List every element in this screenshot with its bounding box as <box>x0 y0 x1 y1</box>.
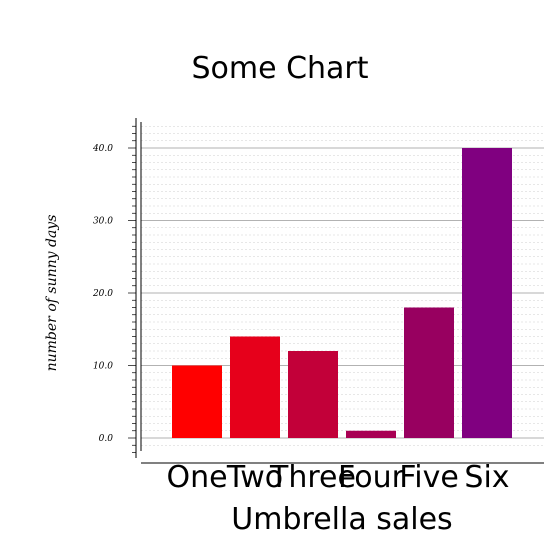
x-axis-label: Umbrella sales <box>231 502 452 537</box>
x-tick-label: Five <box>399 460 459 495</box>
bar-six <box>462 148 512 438</box>
x-tick-label: Two <box>226 460 283 495</box>
bar-five <box>404 307 454 438</box>
y-tick-labels: 0.0 10.0 20.0 30.0 40.0 <box>92 144 113 444</box>
bar-four <box>346 430 396 438</box>
y-tick-label: 40.0 <box>92 144 113 154</box>
bar-three <box>288 351 338 438</box>
chart-title: Some Chart <box>191 51 368 86</box>
x-tick-label: Four <box>338 460 405 495</box>
bar-one <box>172 365 222 438</box>
y-tick-label: 30.0 <box>93 217 113 227</box>
bar-two <box>230 336 280 438</box>
y-tick-label: 0.0 <box>99 434 114 444</box>
x-tick-label: Three <box>269 460 356 495</box>
bars <box>172 148 512 438</box>
axes <box>128 118 544 464</box>
y-tick-label: 10.0 <box>93 362 113 372</box>
x-tick-label: One <box>166 460 227 495</box>
y-axis-label: number of sunny days <box>44 215 60 372</box>
x-tick-label: Six <box>464 460 509 495</box>
y-tick-label: 20.0 <box>92 289 113 299</box>
